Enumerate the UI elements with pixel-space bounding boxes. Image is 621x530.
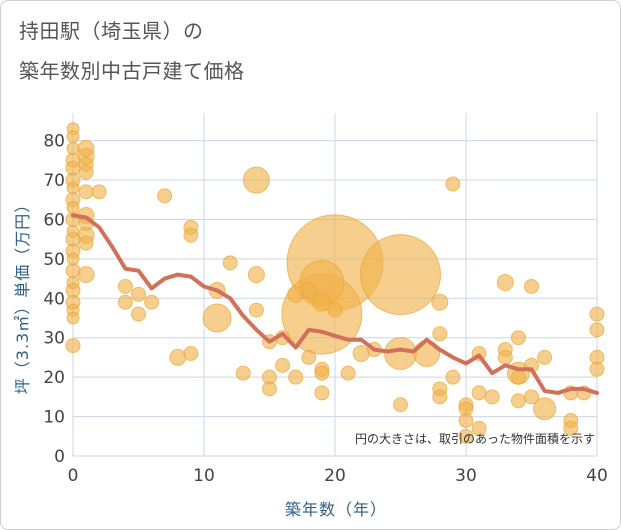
x-tick-label-1: 10 — [193, 466, 215, 486]
bubble-point-73 — [431, 293, 449, 311]
bubble-point-43 — [202, 303, 232, 333]
bubble-point-84 — [471, 385, 487, 401]
y-tick-label-6: 60 — [43, 210, 65, 230]
y-tick-label-1: 10 — [43, 408, 65, 428]
bubble-point-86 — [484, 389, 500, 405]
y-tick-label-7: 70 — [43, 171, 65, 191]
y-axis-label: 坪（3.3㎡）単価（万円） — [13, 196, 32, 394]
bubble-point-34 — [131, 286, 146, 302]
y-tick-label-3: 30 — [43, 329, 65, 349]
bubble-point-103 — [589, 306, 605, 322]
y-tick-label-0: 0 — [54, 447, 65, 467]
y-tick-label-8: 80 — [43, 132, 65, 152]
bubble-point-87 — [496, 274, 514, 292]
trend-line — [71, 213, 599, 395]
bubble-point-89 — [497, 349, 513, 365]
bubble-point-96 — [524, 389, 539, 405]
bubble-point-1 — [66, 130, 80, 144]
size-annotation: 円の大きさは、取引のあった物件面積を示す — [355, 431, 595, 446]
bubble-point-51 — [262, 381, 277, 397]
bubble-point-44 — [222, 255, 238, 271]
bubble-point-57 — [301, 349, 317, 365]
bubble-point-76 — [432, 389, 448, 405]
bubble-point-70 — [384, 336, 417, 370]
bubble-point-13 — [66, 252, 80, 266]
x-tick-label-4: 40 — [586, 466, 608, 486]
chart-title-line1: 持田駅（埼玉県）の — [19, 19, 204, 43]
bubble-point-77 — [445, 176, 461, 192]
bubble-point-20 — [65, 338, 81, 354]
trend-line-group — [71, 213, 599, 395]
bubble-point-37 — [157, 188, 173, 204]
bubble-point-98 — [533, 397, 557, 421]
bubble-point-63 — [314, 385, 330, 401]
bubble-point-35 — [131, 306, 146, 322]
bubble-point-66 — [340, 365, 356, 381]
bubble-point-71 — [393, 397, 408, 413]
bubble-point-97 — [537, 349, 553, 365]
bubble-point-25 — [78, 184, 94, 200]
bubble-point-41 — [183, 345, 199, 361]
bubble-point-67 — [352, 344, 370, 362]
bubble-point-6 — [66, 181, 80, 195]
bubble-point-92 — [510, 369, 526, 385]
bubble-point-29 — [78, 235, 94, 251]
bubble-point-78 — [445, 369, 461, 385]
bubble-point-47 — [247, 266, 265, 284]
bubble-point-94 — [524, 278, 539, 294]
bubble-point-2 — [66, 141, 80, 155]
bubble-point-38 — [169, 348, 187, 366]
x-tick-label-3: 30 — [455, 466, 477, 486]
chart-title-line2: 築年数別中古戸建て価格 — [19, 59, 245, 83]
bubble-point-31 — [91, 184, 107, 200]
bubble-point-104 — [589, 322, 605, 338]
bubble-point-19 — [66, 311, 80, 325]
bubble-point-48 — [248, 302, 264, 318]
y-tick-label-2: 20 — [43, 368, 65, 388]
bubble-point-15 — [66, 276, 80, 290]
bubble-point-69 — [360, 234, 441, 316]
bubbles — [65, 122, 605, 444]
axis-ticks: 0 10 20 30 40 50 60 70 80 0 10 20 30 40 — [43, 132, 607, 486]
bubble-point-40 — [183, 227, 199, 243]
bubble-point-24 — [78, 164, 94, 180]
bubble-point-56 — [300, 281, 318, 299]
bubble-point-33 — [117, 294, 133, 310]
bubble-point-55 — [288, 369, 304, 385]
y-tick-label-4: 40 — [43, 289, 65, 309]
bubble-point-32 — [117, 278, 133, 294]
bubble-point-36 — [144, 294, 160, 310]
bubble-point-62 — [314, 365, 330, 381]
bubble-point-46 — [242, 166, 270, 194]
bubble-point-10 — [66, 224, 80, 238]
x-axis-label: 築年数（年） — [285, 500, 387, 519]
bubble-point-30 — [77, 266, 95, 284]
bubble-point-65 — [327, 302, 343, 318]
bubble-point-14 — [65, 263, 81, 279]
bubble-point-106 — [589, 361, 605, 377]
bubble-point-59 — [312, 292, 332, 312]
bubble-point-45 — [235, 365, 251, 381]
bubble-point-101 — [563, 420, 579, 436]
bubble-point-81 — [458, 413, 474, 429]
y-tick-label-5: 50 — [43, 250, 65, 270]
bubble-point-74 — [432, 326, 448, 342]
bubble-point-93 — [510, 393, 526, 409]
x-tick-label-2: 20 — [324, 466, 346, 486]
bubble-point-90 — [510, 330, 526, 346]
bubble-point-85 — [471, 420, 487, 436]
bubble-point-53 — [275, 357, 291, 373]
bubble-point-82 — [458, 428, 474, 444]
x-tick-label-0: 0 — [68, 466, 79, 486]
bubble-point-8 — [66, 201, 80, 215]
